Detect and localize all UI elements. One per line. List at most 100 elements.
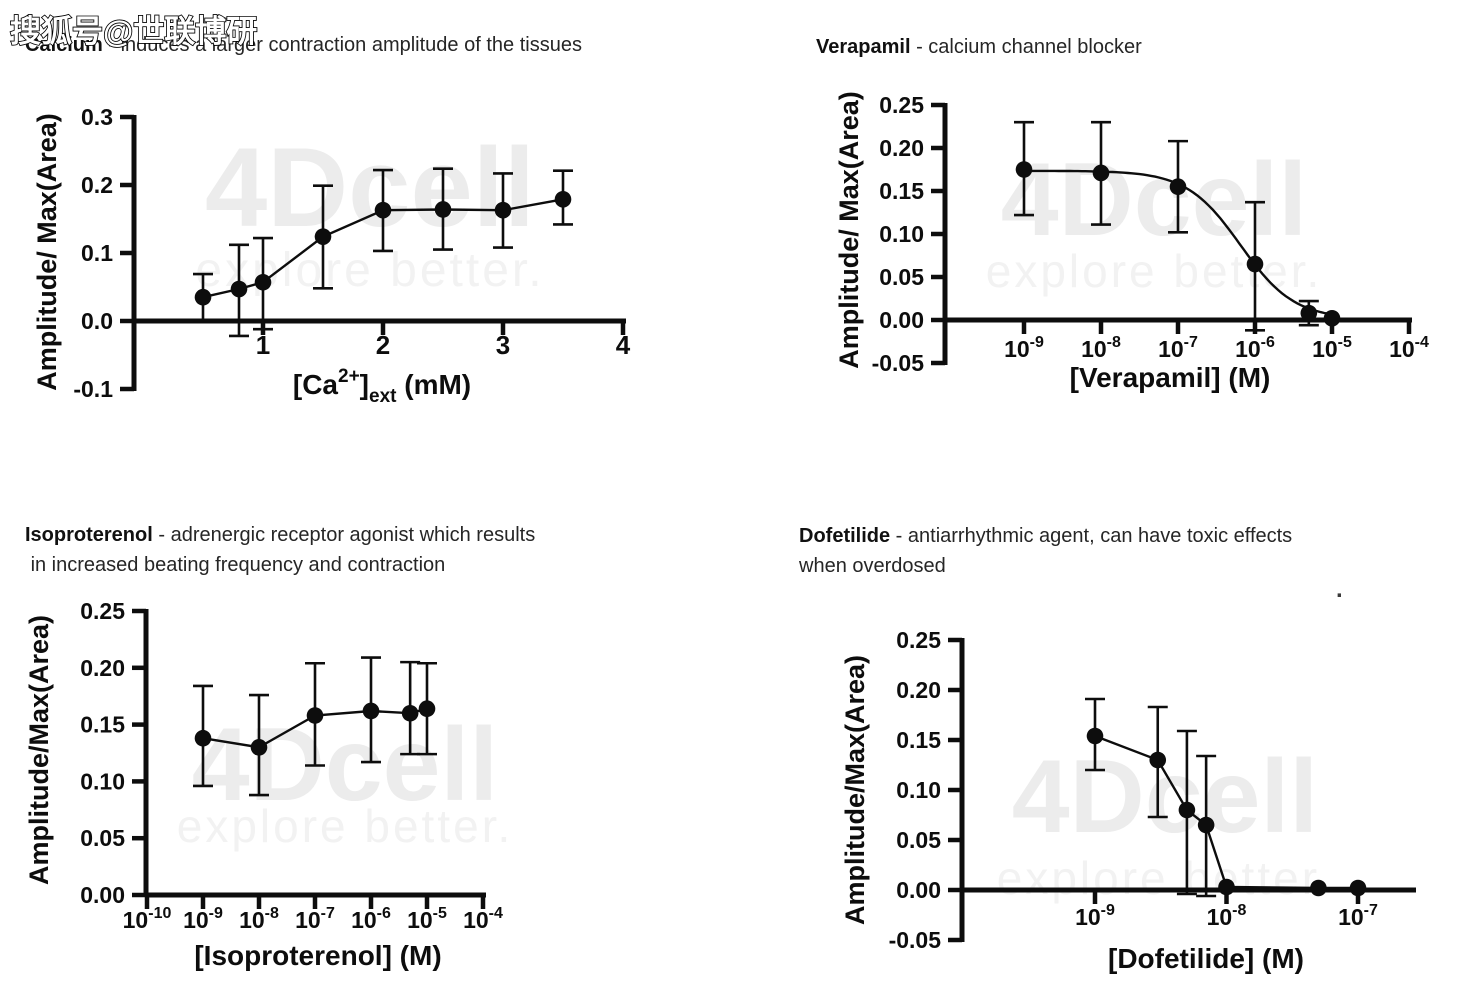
data-point (1086, 727, 1104, 745)
dof-title-line2: when overdosed (799, 555, 946, 577)
y-tick-label: 0.00 (896, 877, 941, 903)
y-axis-title: Amplitude/Max(Area) (840, 655, 870, 925)
iso-title-line1: Isoproterenol - adrenergic receptor agon… (25, 520, 675, 550)
y-axis-title: Amplitude/ Max(Area) (834, 91, 864, 369)
drug-desc-calcium: - induces a larger contraction amplitude… (102, 34, 582, 56)
x-tick-label: 10-9 (1004, 334, 1044, 362)
data-point (418, 700, 436, 717)
y-tick-label: -0.05 (872, 350, 925, 376)
brand-tagline: explore better. (986, 245, 1323, 297)
y-tick-label: 0.00 (80, 882, 125, 908)
brand-tagline: explore better. (195, 244, 544, 297)
y-tick-label: 0.15 (896, 727, 941, 753)
sohu-watermark-text: 搜狐号@世联博研 (10, 14, 257, 49)
x-tick-label: 10-8 (1081, 334, 1121, 362)
y-tick-label: -0.05 (889, 927, 942, 953)
y-tick-label: 0.00 (879, 307, 924, 333)
x-tick-label: 10-4 (1389, 334, 1429, 362)
x-tick-label: 10-7 (1158, 334, 1198, 362)
data-point (494, 201, 512, 219)
data-point (374, 201, 392, 219)
data-point (1218, 878, 1235, 896)
x-tick-label: 10-10 (123, 905, 172, 933)
x-axis-title: [Ca2+]ext (mM) (293, 366, 471, 407)
iso-title-line2: in increased beating frequency and contr… (25, 554, 446, 576)
x-tick-label: 10-4 (463, 905, 503, 933)
data-point (1015, 161, 1033, 178)
data-point (194, 288, 212, 306)
data-point (362, 702, 380, 720)
dof-title-line1: Dofetilide - antiarrhythmic agent, can h… (799, 521, 1439, 551)
drug-name-dofetilide: Dofetilide (799, 525, 891, 547)
x-tick-label: 10-6 (351, 905, 391, 933)
data-point (306, 707, 324, 724)
y-tick-label: -0.1 (73, 376, 113, 402)
sohu-watermark: 搜狐号@世联博研 (9, 13, 258, 50)
data-point (230, 280, 248, 298)
y-tick-label: 0.05 (80, 825, 125, 851)
data-point (554, 190, 572, 208)
data-point (401, 704, 419, 722)
x-tick-label: 10-8 (239, 905, 279, 933)
y-tick-label: 0.05 (879, 264, 924, 290)
drug-desc-verapamil: - calcium channel blocker (910, 36, 1142, 58)
brand-watermark: 4Dcell (192, 707, 498, 823)
x-tick-label: 10-5 (407, 905, 447, 933)
y-tick-label: 0.05 (896, 827, 941, 853)
y-tick-label: 0.25 (896, 627, 941, 653)
y-axis-title: Amplitude/Max(Area) (24, 615, 54, 885)
panel-title-dofetilide: Dofetilide - antiarrhythmic agent, can h… (799, 521, 1439, 581)
brand-tagline: explore better. (997, 852, 1334, 904)
x-tick-label: 10-9 (1075, 902, 1115, 930)
x-tick-label: 2 (376, 330, 390, 360)
y-tick-label: 0.10 (879, 221, 924, 247)
data-point (250, 739, 268, 756)
y-tick-label: 0.0 (81, 308, 113, 334)
drug-name-isoproterenol: Isoproterenol (25, 524, 153, 546)
y-axis-title: Amplitude/ Max(Area) (32, 113, 62, 391)
y-tick-label: 0.3 (81, 104, 113, 130)
x-tick-label: 10-7 (1338, 902, 1378, 930)
panel-title-verapamil: Verapamil - calcium channel blocker (816, 32, 1456, 62)
x-axis-title: [Dofetilide] (M) (1108, 943, 1304, 974)
drug-name-verapamil: Verapamil (816, 36, 911, 58)
data-point (194, 729, 212, 747)
data-point (1169, 178, 1187, 195)
y-tick-label: 0.25 (879, 92, 924, 118)
x-axis-title: [Verapamil] (M) (1070, 362, 1271, 393)
drug-desc-dofetilide: - antiarrhythmic agent, can have toxic e… (890, 525, 1293, 547)
data-point (1310, 879, 1327, 897)
y-tick-label: 0.20 (80, 655, 125, 681)
data-point (1323, 309, 1341, 327)
x-tick-label: 10-9 (183, 905, 223, 933)
data-point (434, 201, 452, 218)
y-tick-label: 0.20 (896, 677, 941, 703)
x-tick-label: 10-5 (1312, 334, 1352, 362)
data-point (254, 273, 272, 291)
x-tick-label: 3 (496, 330, 510, 360)
x-tick-label: 10-8 (1207, 902, 1247, 930)
y-tick-label: 0.20 (879, 135, 924, 161)
data-point (314, 228, 332, 245)
y-tick-label: 0.15 (80, 712, 125, 738)
y-tick-label: 0.10 (80, 768, 125, 794)
brand-watermark: 4Dcell (1001, 142, 1307, 258)
x-tick-label: 10-6 (1235, 334, 1275, 362)
drug-name-calcium: Calcium (25, 34, 103, 56)
data-point (1349, 879, 1367, 897)
brand-tagline: explore better. (177, 800, 514, 852)
drug-desc-isoproterenol: - adrenergic receptor agonist which resu… (152, 524, 536, 546)
brand-watermark: 4Dcell (205, 125, 535, 250)
x-tick-label: 1 (256, 330, 270, 360)
data-point (1300, 304, 1318, 322)
data-point (1197, 816, 1215, 834)
data-point (1246, 255, 1264, 273)
x-tick-label: 10-7 (295, 905, 335, 933)
x-tick-label: 4 (616, 330, 631, 360)
stray-dot: . (1336, 576, 1343, 603)
data-point (1149, 751, 1167, 769)
